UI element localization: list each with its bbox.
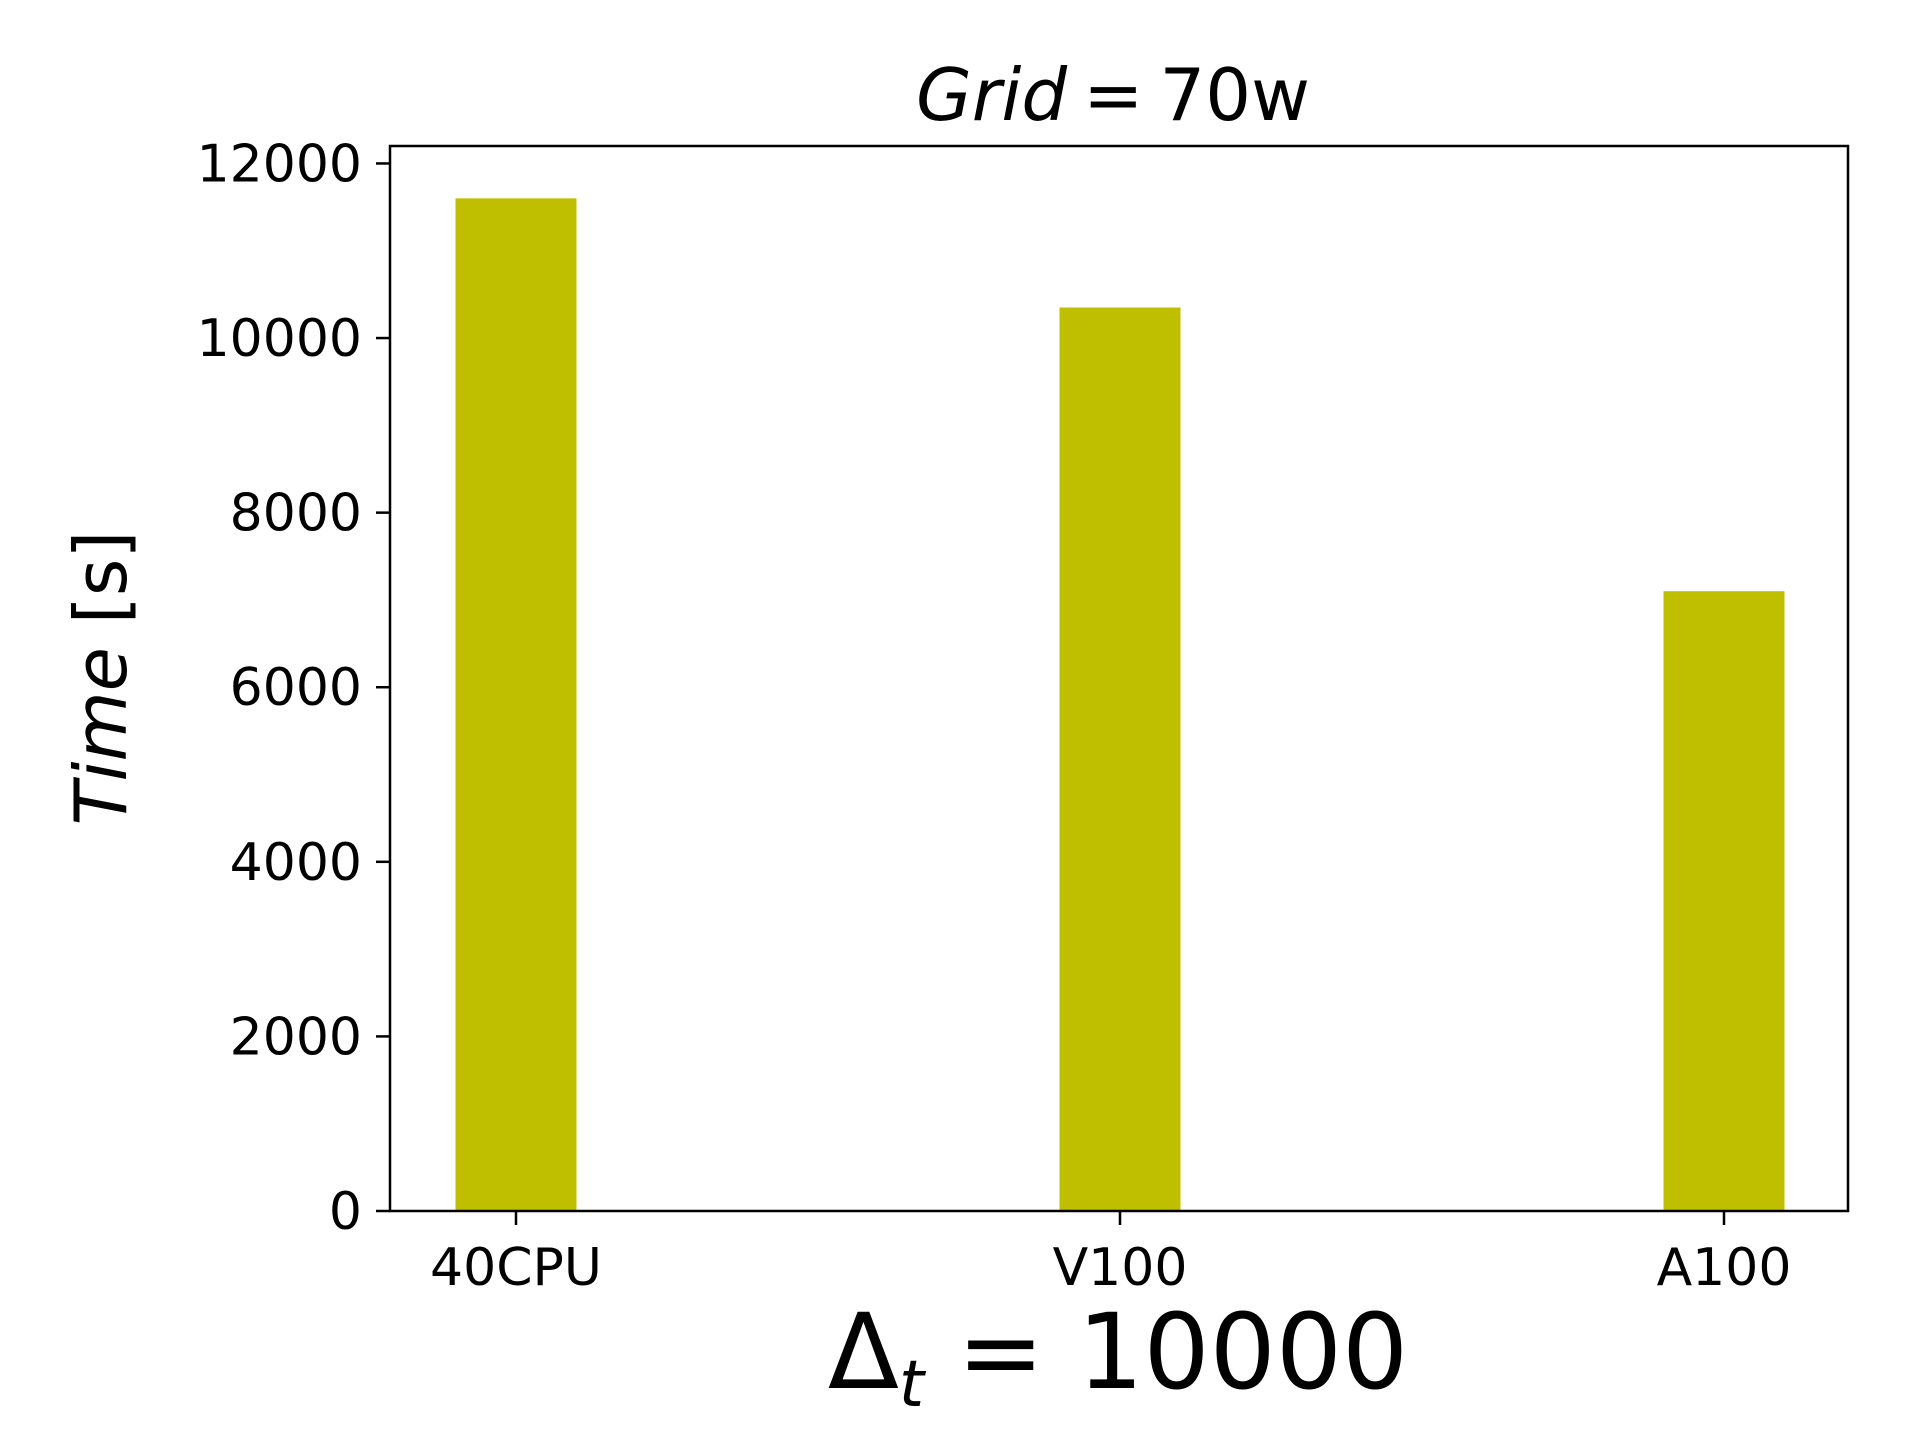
- chart-title: Grid = 70w: [916, 53, 1310, 137]
- x-axis-label-delta: Δ: [828, 1291, 899, 1413]
- x-axis-ticks: 40CPU V100 A100: [430, 1211, 1791, 1298]
- y-tick-label: 4000: [230, 833, 362, 893]
- y-tick-label: 10000: [197, 309, 362, 369]
- y-axis-label-unit: [s]: [59, 531, 143, 648]
- y-axis-ticks: 0 2000 4000 6000 8000 10000 12000: [197, 134, 390, 1242]
- bar-a100: [1663, 591, 1785, 1211]
- y-axis-label-var: Time: [59, 647, 143, 825]
- bar-40cpu: [455, 198, 577, 1211]
- y-axis-label: Time [s]: [59, 531, 143, 826]
- y-tick-label: 2000: [230, 1007, 362, 1067]
- title-rhs: 70w: [1159, 53, 1310, 137]
- bars-group: [455, 198, 1785, 1211]
- x-tick-label-v100: V100: [1053, 1238, 1188, 1298]
- x-tick-label-a100: A100: [1657, 1238, 1792, 1298]
- y-tick-label: 12000: [197, 134, 362, 194]
- y-tick-label: 0: [329, 1182, 362, 1242]
- title-equals: =: [1083, 53, 1143, 137]
- title-lhs: Grid: [916, 53, 1068, 137]
- x-axis-label-subscript: t: [899, 1348, 927, 1422]
- bar-v100: [1059, 307, 1181, 1211]
- x-axis-label-value: = 10000: [924, 1291, 1408, 1413]
- y-tick-label: 6000: [230, 658, 362, 718]
- y-tick-label: 8000: [230, 484, 362, 544]
- x-tick-label-40cpu: 40CPU: [430, 1238, 602, 1298]
- x-axis-label: Δt = 10000: [828, 1291, 1408, 1422]
